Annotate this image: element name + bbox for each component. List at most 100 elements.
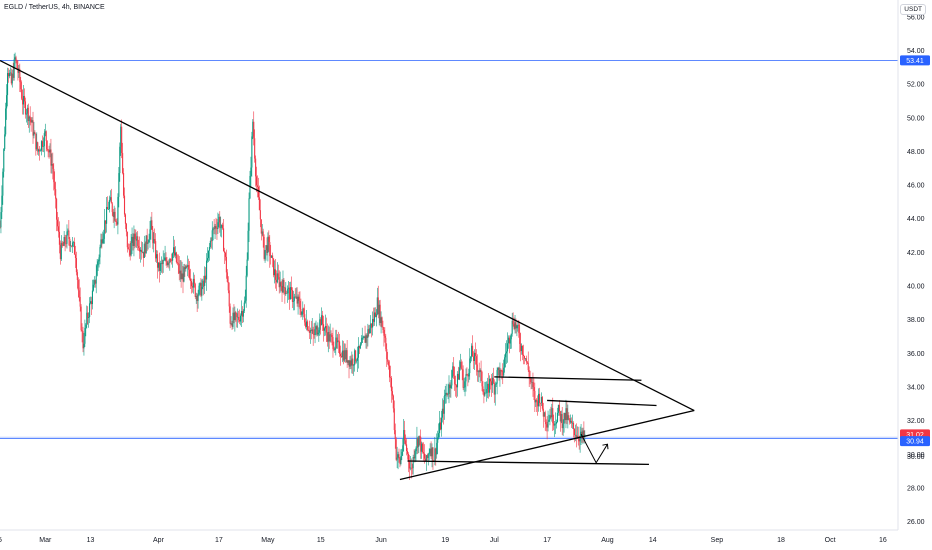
candle-body: [47, 149, 49, 151]
candle-body: [200, 283, 202, 296]
candle-body: [11, 73, 13, 84]
candle-body: [305, 322, 307, 327]
candle-body: [273, 269, 276, 276]
time-tick-label: 18: [777, 537, 785, 544]
candle-body: [269, 241, 271, 257]
candle-body: [559, 411, 561, 422]
candle-body: [181, 273, 183, 280]
candle-body: [142, 251, 144, 258]
candle-body: [449, 384, 451, 389]
candle-body: [52, 164, 54, 169]
candle-body: [274, 269, 276, 280]
candle-body: [120, 126, 122, 147]
candle-body: [124, 214, 127, 224]
candle-body: [325, 326, 327, 333]
candle-body: [122, 153, 124, 174]
candle-body: [186, 266, 188, 267]
candle-body: [358, 345, 360, 349]
candle-body: [381, 317, 383, 327]
candle-body: [167, 262, 169, 266]
candle-body: [494, 384, 496, 395]
candlesticks: [0, 52, 586, 480]
price-tick-label: 26.00: [907, 519, 925, 526]
candle-body: [216, 228, 218, 230]
candle-body: [280, 282, 282, 286]
candle-body: [395, 439, 397, 460]
candle-body: [452, 366, 454, 371]
candle-body: [348, 360, 350, 367]
candle-body: [97, 261, 99, 266]
candle-body: [173, 247, 176, 256]
candle-body: [145, 235, 147, 254]
price-tick-label: 36.00: [907, 351, 925, 358]
candle-body: [567, 415, 569, 420]
candle-body: [24, 101, 27, 115]
candle-body: [260, 219, 262, 234]
candle-body: [344, 350, 346, 360]
candle-body: [582, 430, 584, 437]
candle-body: [450, 385, 452, 389]
candle-body: [544, 412, 546, 423]
candle-body: [298, 296, 300, 301]
price-tick-label: 42.00: [907, 250, 925, 257]
candle-body: [319, 319, 321, 330]
candle-body: [412, 456, 414, 469]
candle-body: [98, 257, 100, 262]
candle-body: [317, 332, 319, 335]
candle-body: [323, 328, 326, 331]
candle-body: [66, 231, 68, 244]
candle-body: [440, 417, 443, 430]
candle-body: [69, 238, 71, 247]
candle-body: [511, 320, 513, 334]
candle-body: [262, 231, 264, 237]
candle-body: [338, 340, 340, 342]
candle-body: [27, 107, 29, 122]
candle-body: [468, 373, 470, 377]
unit-badge[interactable]: USDT: [900, 4, 926, 15]
candle-body: [270, 256, 272, 258]
candle-body: [192, 278, 194, 288]
candle-body: [266, 245, 268, 253]
candle-body: [472, 345, 474, 357]
candle-body: [329, 334, 331, 342]
candle-body: [439, 422, 442, 430]
candle-body: [281, 285, 283, 293]
candle-body: [526, 361, 528, 363]
candle-body: [392, 395, 394, 409]
candle-body: [215, 226, 217, 229]
candle-body: [384, 335, 386, 338]
candle-body: [171, 260, 173, 262]
time-tick-label: 19: [441, 537, 449, 544]
candle-body: [6, 95, 8, 109]
candle-body: [535, 399, 537, 403]
level-30-94-badge-label: 30.94: [906, 439, 924, 446]
candle-body: [498, 367, 500, 378]
candle-body: [343, 350, 345, 361]
candle-body: [310, 329, 312, 331]
candle-body: [297, 296, 299, 304]
candle-body: [430, 448, 432, 457]
candle-body: [241, 311, 243, 317]
candle-body: [295, 296, 297, 298]
candle-body: [23, 95, 25, 105]
candle-body: [193, 278, 195, 285]
candle-body: [225, 256, 227, 273]
candle-body: [361, 337, 363, 343]
support-line: [407, 460, 649, 466]
price-tick-label: 40.00: [907, 284, 925, 291]
price-axis[interactable]: 26.00 28.00 30.00 32.00 34.00 36.00 38.00 40.00…: [897, 0, 925, 530]
price-tick-label: 48.00: [907, 149, 925, 156]
candle-body: [119, 146, 121, 174]
candle-body: [362, 337, 364, 339]
candle-body: [481, 371, 483, 387]
candle-body: [31, 120, 33, 123]
candle-body: [264, 250, 266, 259]
candle-body: [304, 314, 306, 323]
candle-body: [353, 364, 355, 366]
candle-body: [40, 141, 43, 151]
time-axis[interactable]: 5 Mar 13 Apr 17 May 15 Jun 19 Jul 17 Aug 14 Sep 18 Oct 1…: [0, 529, 898, 544]
candle-body: [237, 316, 239, 318]
candle-body: [223, 228, 225, 252]
level-53-41-badge-label: 53.41: [906, 58, 924, 65]
